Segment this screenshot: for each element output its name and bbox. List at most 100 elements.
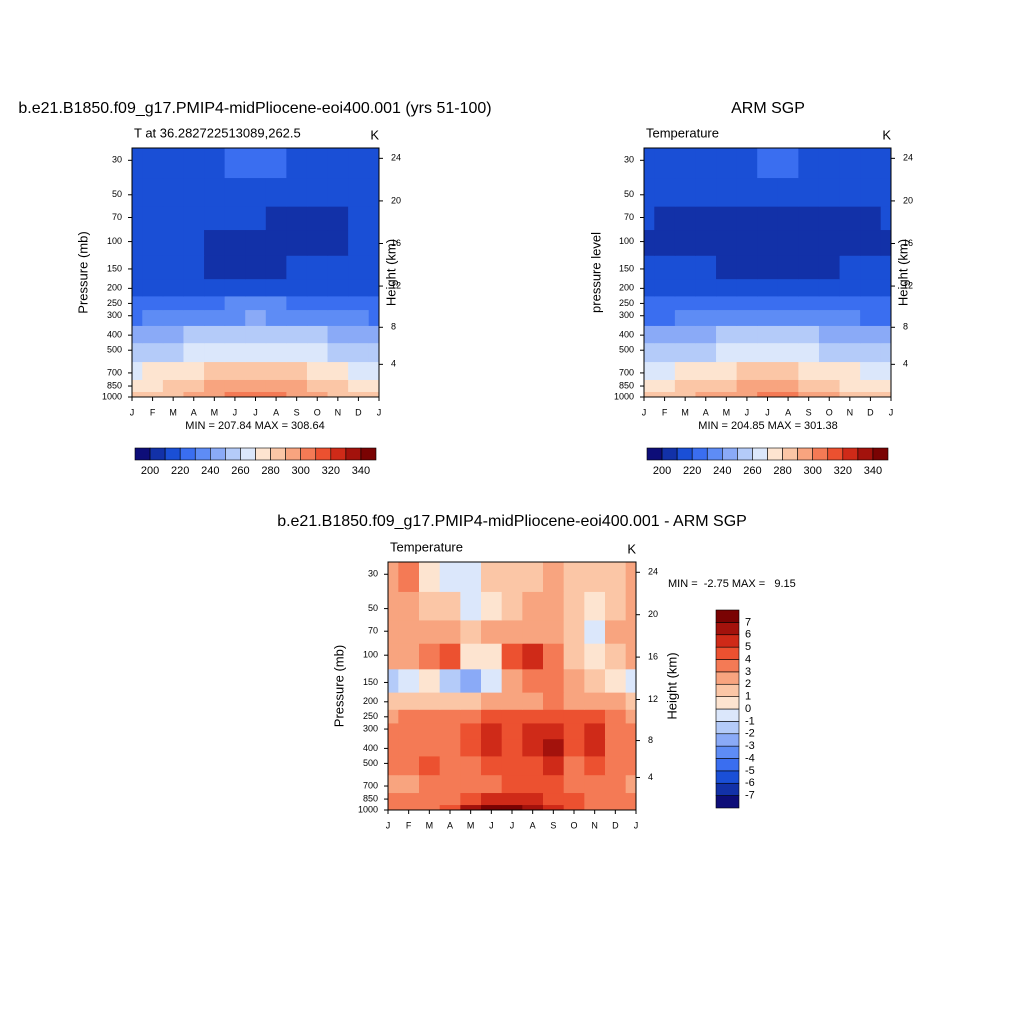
contour-cell (501, 709, 523, 724)
contour-cell (777, 177, 799, 207)
contour-cell (306, 148, 329, 179)
contour-cell (224, 278, 246, 297)
contour-cell (674, 229, 696, 256)
contour-cell (306, 255, 329, 280)
contour-cell (481, 738, 503, 757)
contour-cell (501, 755, 523, 776)
contour-cell (625, 804, 637, 811)
colorbar-box (661, 447, 678, 461)
colorbar-box (715, 683, 740, 697)
colorbar-box (715, 758, 740, 772)
contour-cell (348, 361, 370, 380)
contour-cell (860, 342, 882, 363)
contour-cell (419, 692, 441, 710)
contour-cell (716, 391, 738, 398)
contour-cell (839, 379, 861, 393)
contour-cell (348, 325, 370, 344)
contour-cell (245, 391, 267, 398)
contour-cell (777, 295, 799, 311)
contour-field (132, 148, 380, 398)
y-tick-label: 850 (107, 380, 122, 390)
contour-cell (777, 255, 799, 280)
contour-cell (716, 206, 738, 231)
contour-cell (695, 177, 717, 207)
contour-cell (798, 177, 820, 207)
contour-cell (839, 391, 861, 398)
contour-cell (368, 255, 380, 280)
contour-cell (327, 379, 349, 393)
contour-cell (757, 309, 779, 326)
contour-cell (388, 804, 399, 811)
contour-cell (543, 738, 565, 757)
contour-cell (777, 379, 799, 393)
contour-cell (204, 309, 226, 326)
contour-cell (757, 379, 779, 393)
contour-cell (644, 379, 655, 393)
colorbar-label: 280 (261, 465, 279, 477)
contour-cell (162, 309, 184, 326)
contour-cell (388, 755, 399, 776)
min-max-stats: MIN = 204.85 MAX = 301.38 (698, 420, 837, 432)
chart-title: b.e21.B1850.f09_g17.PMIP4-midPliocene-eo… (277, 513, 747, 530)
x-tick-label: J (510, 820, 515, 830)
contour-cell (419, 755, 441, 776)
y-tick-label: 850 (363, 793, 378, 803)
contour-cell (286, 361, 308, 380)
contour-cell (306, 309, 329, 326)
contour-cell (563, 709, 585, 724)
colorbar-box (812, 447, 829, 461)
contour-cell (306, 295, 329, 311)
contour-cell (327, 255, 349, 280)
contour-cell (798, 342, 820, 363)
colorbar-box (706, 447, 723, 461)
contour-cell (501, 591, 523, 621)
x-tick-label: N (847, 407, 854, 417)
contour-cell (142, 229, 164, 256)
contour-cell (644, 391, 655, 398)
contour-cell (142, 342, 164, 363)
contour-cell (880, 229, 892, 256)
y-tick-label: 200 (619, 283, 634, 293)
y-tick-label: 30 (624, 155, 634, 165)
colorbar-label: 340 (864, 465, 882, 477)
colorbar-box (270, 447, 286, 461)
contour-cell (736, 255, 758, 280)
contour-cell (654, 342, 676, 363)
contour-cell (265, 361, 287, 380)
contour-cell (183, 206, 205, 231)
contour-cell (398, 755, 420, 776)
colorbar-label: 7 (745, 616, 751, 628)
x-tick-label: J (745, 407, 750, 417)
contour-cell (481, 774, 503, 794)
contour-cell (695, 361, 717, 380)
y-tick-label: 250 (363, 711, 378, 721)
contour-cell (132, 325, 143, 344)
contour-cell (543, 755, 565, 776)
x-tick-label: J (642, 407, 647, 417)
contour-cell (605, 591, 627, 621)
contour-cell (439, 591, 461, 621)
contour-cell (245, 295, 267, 311)
colorbar-label: 6 (745, 629, 751, 641)
contour-cell (584, 692, 606, 710)
y-tick-label: 70 (112, 212, 122, 222)
colorbar-label: 280 (773, 465, 791, 477)
contour-cell (695, 229, 717, 256)
contour-cell (388, 591, 399, 621)
y-tick-label: 150 (107, 263, 122, 273)
contour-cell (757, 391, 779, 398)
colorbar-box (737, 447, 753, 461)
contour-cell (880, 148, 892, 179)
contour-cell (142, 278, 164, 297)
contour-cell (584, 643, 606, 670)
y-tick-label: 500 (363, 758, 378, 768)
contour-cell (265, 391, 287, 398)
contour-cell (880, 361, 892, 380)
y-tick-label: 500 (107, 345, 122, 355)
contour-cell (563, 774, 585, 794)
contour-cell (777, 278, 799, 297)
contour-cell (716, 278, 738, 297)
contour-cell (132, 255, 143, 280)
colorbar-box (330, 447, 347, 461)
contour-cell (716, 229, 738, 256)
